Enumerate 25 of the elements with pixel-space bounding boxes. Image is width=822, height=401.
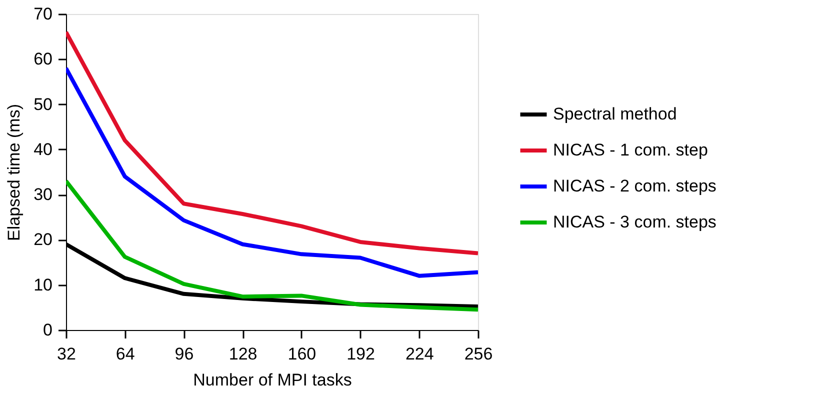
- legend-label: Spectral method: [553, 104, 677, 124]
- x-tick-label: 128: [228, 344, 258, 364]
- y-tick-label: 30: [34, 185, 52, 204]
- y-tick-label: 20: [34, 230, 52, 250]
- y-tick-label: 40: [34, 140, 52, 159]
- x-tick-label: 192: [346, 344, 375, 364]
- y-tick-label: 60: [34, 50, 52, 69]
- x-tick-label: 32: [57, 344, 76, 364]
- x-axis-title: Number of MPI tasks: [193, 370, 352, 390]
- x-tick-label: 96: [174, 344, 194, 364]
- y-tick-label: 10: [34, 275, 52, 294]
- x-tick-label: 160: [288, 344, 316, 364]
- line-series: [66, 30, 478, 256]
- x-tick-label: 224: [405, 344, 434, 364]
- legend-label: NICAS - 2 com. steps: [553, 176, 716, 196]
- y-axis-title: Elapsed time (ms): [4, 104, 24, 241]
- x-tick-label: 256: [464, 344, 493, 364]
- line-series: [66, 66, 478, 278]
- y-tick-label: 70: [34, 4, 52, 24]
- y-tick-label: 50: [34, 94, 52, 114]
- legend-label: NICAS - 1 com. step: [553, 140, 708, 160]
- y-tick-label: 0: [43, 320, 52, 340]
- x-tick-label: 64: [116, 344, 135, 364]
- line-series: [66, 179, 478, 312]
- legend-label: NICAS - 3 com. steps: [553, 212, 716, 232]
